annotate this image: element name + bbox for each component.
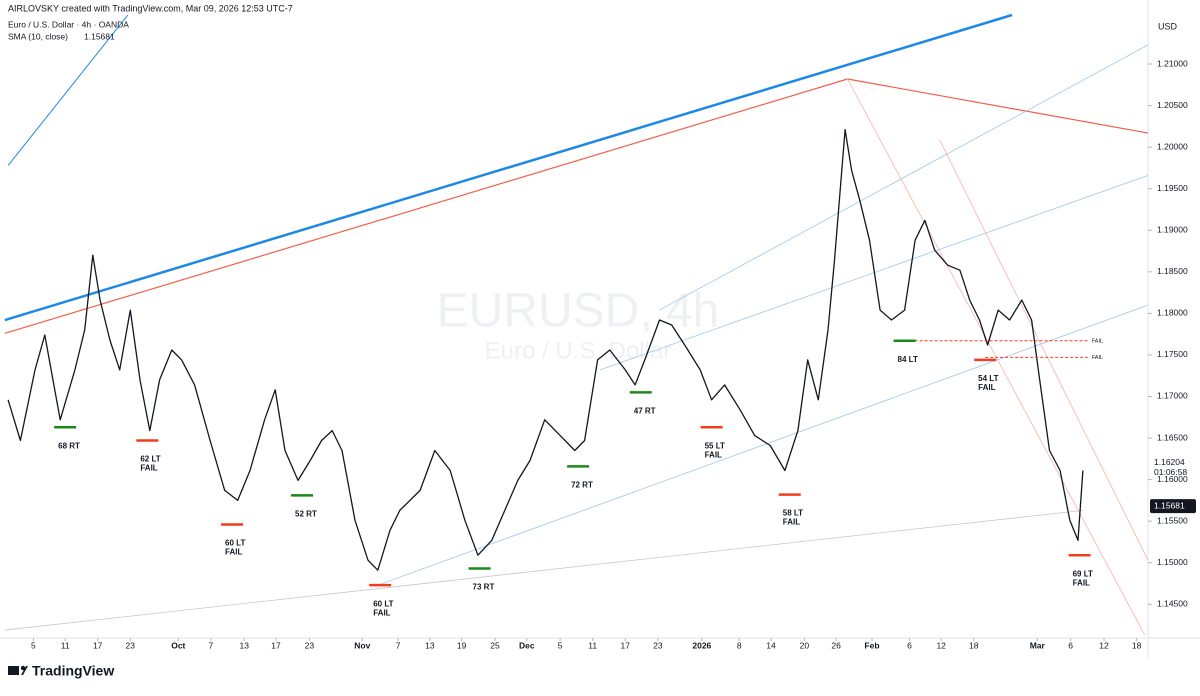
fail-label: FAIL	[1092, 355, 1103, 361]
x-tick-label: 17	[271, 640, 281, 650]
x-tick-label: 23	[126, 640, 136, 650]
swing-label: 47 RT	[634, 406, 656, 415]
brand-name: TradingView	[32, 663, 114, 679]
x-tick-label: Mar	[1030, 640, 1046, 650]
x-tick-label: 7	[209, 640, 214, 650]
swing-label: FAIL	[1073, 578, 1090, 587]
x-tick-label: 17	[93, 640, 103, 650]
x-tick-label: 17	[621, 640, 631, 650]
fail-label: FAIL	[1092, 338, 1103, 344]
indicator-value: 1.15681	[84, 31, 115, 41]
y-tick-label: 1.15000	[1157, 557, 1188, 567]
y-tick-label: 1.21000	[1157, 58, 1188, 68]
x-tick-label: 23	[653, 640, 663, 650]
x-tick-label: Oct	[171, 640, 185, 650]
x-tick-label: 7	[396, 640, 401, 650]
countdown-label: 01:06:58	[1154, 467, 1187, 477]
x-tick-label: 13	[425, 640, 435, 650]
y-tick-label: 1.16500	[1157, 432, 1188, 442]
swing-label: FAIL	[978, 383, 995, 392]
price-label: 1.16204	[1154, 457, 1185, 467]
symbol-title: Euro / U.S. Dollar · 4h · OANDA	[8, 19, 129, 29]
x-tick-label: 11	[588, 640, 597, 650]
swing-label: FAIL	[705, 450, 722, 459]
swing-label: 62 LT	[140, 455, 160, 464]
y-tick-label: 1.17500	[1157, 349, 1188, 359]
price-badge	[1150, 499, 1196, 514]
trend-line	[659, 44, 1148, 311]
price-label: 1.15681	[1154, 500, 1185, 510]
x-tick-label: 18	[1132, 640, 1142, 650]
swing-label: 52 RT	[295, 510, 317, 519]
trend-line	[4, 78, 848, 334]
x-tick-label: Nov	[354, 640, 370, 650]
indicator-label: SMA (10, close)	[8, 31, 68, 41]
y-tick-label: 1.18500	[1157, 266, 1188, 276]
y-tick-label: 1.18000	[1157, 308, 1188, 318]
swing-label: 60 LT	[373, 599, 393, 608]
x-tick-label: 12	[936, 640, 946, 650]
x-tick-label: 5	[31, 640, 36, 650]
price-line	[7, 129, 1084, 571]
y-tick-label: 1.20000	[1157, 141, 1188, 151]
swing-label: 60 LT	[225, 539, 245, 548]
swing-label: 73 RT	[473, 583, 495, 592]
x-tick-label: 14	[766, 640, 776, 650]
y-tick-label: 1.15500	[1157, 515, 1188, 525]
x-tick-label: 12	[1099, 640, 1109, 650]
swing-label: 68 RT	[58, 441, 80, 450]
y-axis-label: USD	[1158, 21, 1178, 31]
x-tick-label: Feb	[864, 640, 879, 650]
swing-label: 58 LT	[783, 509, 803, 518]
plot-area	[4, 13, 1148, 636]
swing-label: FAIL	[783, 518, 800, 527]
watermark-subtitle: Euro / U.S. Dollar	[485, 337, 672, 364]
x-tick-label: 25	[490, 640, 500, 650]
x-tick-label: 6	[907, 640, 912, 650]
x-tick-label: Dec	[519, 640, 535, 650]
overlay: 1.14500 1.15000 1.15500 1.16000 1.16500 1.170…	[31, 58, 1196, 650]
swing-label: FAIL	[373, 608, 390, 617]
x-tick-label: 8	[737, 640, 742, 650]
x-tick-label: 19	[457, 640, 467, 650]
swing-label: FAIL	[225, 548, 242, 557]
x-tick-label: 26	[831, 640, 841, 650]
trend-line	[4, 509, 1083, 631]
x-tick-label: 20	[800, 640, 810, 650]
swing-label: FAIL	[140, 464, 157, 473]
y-tick-label: 1.14500	[1157, 599, 1188, 609]
swing-label: 69 LT	[1073, 569, 1093, 578]
y-tick-label: 1.17000	[1157, 391, 1188, 401]
trend-line	[847, 78, 1148, 134]
watermark: EURUSD, 4h	[437, 285, 720, 338]
swing-label: 55 LT	[705, 441, 725, 450]
x-tick-label: 18	[969, 640, 979, 650]
x-tick-label: 2026	[692, 640, 711, 650]
x-tick-label: 5	[558, 640, 563, 650]
trend-line	[4, 13, 1013, 322]
y-tick-label: 1.19000	[1157, 225, 1188, 235]
y-tick-label: 1.20500	[1157, 100, 1188, 110]
x-tick-label: 6	[1068, 640, 1073, 650]
y-tick-label: 1.19500	[1157, 183, 1188, 193]
trend-line	[7, 14, 129, 166]
x-tick-label: 11	[61, 640, 70, 650]
swing-label: 72 RT	[571, 480, 593, 489]
trend-line	[939, 139, 1148, 561]
x-tick-label: 23	[305, 640, 315, 650]
swing-label: 84 LT	[898, 355, 918, 364]
trend-line	[377, 304, 1148, 586]
x-tick-label: 13	[240, 640, 250, 650]
y-tick-label: 1.16000	[1157, 474, 1188, 484]
attribution: AIRLOVSKY created with TradingView.com, …	[8, 3, 293, 13]
swing-label: 54 LT	[978, 374, 998, 383]
brand-logo: TradingView	[8, 663, 114, 679]
